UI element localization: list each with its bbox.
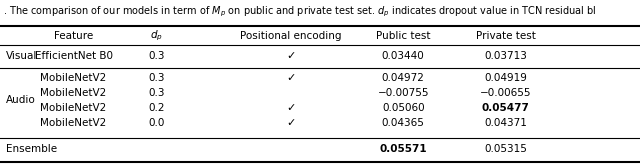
Text: Private test: Private test <box>476 31 536 41</box>
Text: 0.04365: 0.04365 <box>382 118 424 128</box>
Text: 0.03440: 0.03440 <box>382 51 424 61</box>
Text: Ensemble: Ensemble <box>6 144 58 154</box>
Text: 0.05477: 0.05477 <box>482 103 529 113</box>
Text: MobileNetV2: MobileNetV2 <box>40 88 107 98</box>
Text: MobileNetV2: MobileNetV2 <box>40 103 107 113</box>
Text: 0.2: 0.2 <box>148 103 165 113</box>
Text: −0.00755: −0.00755 <box>378 88 429 98</box>
Text: 0.05571: 0.05571 <box>380 144 427 154</box>
Text: 0.05060: 0.05060 <box>382 103 424 113</box>
Text: 0.04972: 0.04972 <box>382 73 424 83</box>
Text: 0.03713: 0.03713 <box>484 51 527 61</box>
Text: −0.00655: −0.00655 <box>480 88 531 98</box>
Text: ✓: ✓ <box>287 118 296 128</box>
Text: ✓: ✓ <box>287 73 296 83</box>
Text: 0.3: 0.3 <box>148 88 165 98</box>
Text: ✓: ✓ <box>287 103 296 113</box>
Text: ✓: ✓ <box>287 51 296 61</box>
Text: MobileNetV2: MobileNetV2 <box>40 73 107 83</box>
Text: 0.05315: 0.05315 <box>484 144 527 154</box>
Text: 0.04919: 0.04919 <box>484 73 527 83</box>
Text: Positional encoding: Positional encoding <box>241 31 342 41</box>
Text: MobileNetV2: MobileNetV2 <box>40 118 107 128</box>
Text: Audio: Audio <box>6 95 36 105</box>
Text: Visual: Visual <box>6 51 38 61</box>
Text: EfficientNet B0: EfficientNet B0 <box>35 51 113 61</box>
Text: Feature: Feature <box>54 31 93 41</box>
Text: Public test: Public test <box>376 31 431 41</box>
Text: 0.0: 0.0 <box>148 118 165 128</box>
Text: 0.04371: 0.04371 <box>484 118 527 128</box>
Text: 0.3: 0.3 <box>148 73 165 83</box>
Text: $d_p$: $d_p$ <box>150 29 163 43</box>
Text: 0.3: 0.3 <box>148 51 165 61</box>
Text: . The comparison of our models in term of $M_p$ on public and private test set. : . The comparison of our models in term o… <box>3 5 597 19</box>
